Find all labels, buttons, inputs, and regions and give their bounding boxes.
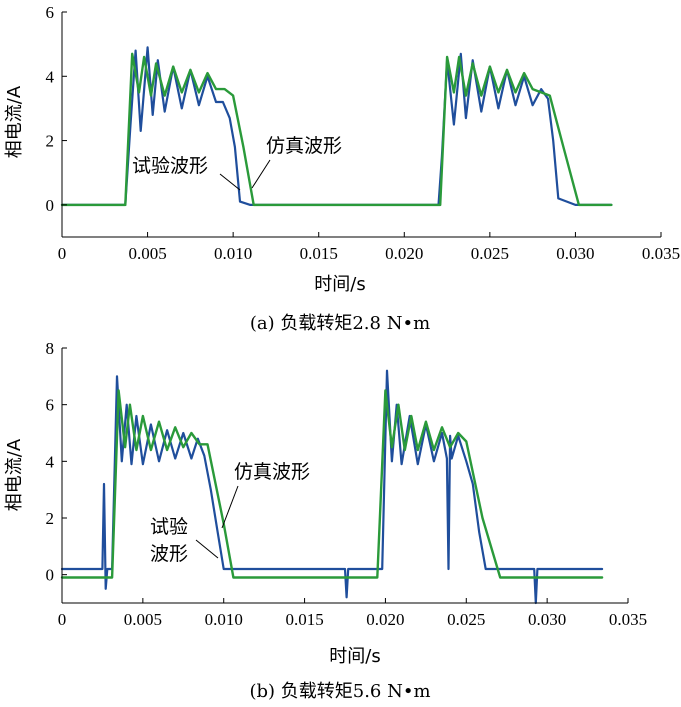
panel-a-x-tick-label: 0 xyxy=(58,244,67,263)
panel-b-axes xyxy=(61,348,628,604)
panel-a-axes xyxy=(61,12,661,238)
panel-b-caption: (b) 负载转矩5.6 N•m xyxy=(249,681,430,702)
panel-b-x-tick-label: 0.010 xyxy=(205,610,243,629)
panel-b-y-tick-label: 2 xyxy=(46,509,55,528)
panel-a-x-axis-label: 时间/s xyxy=(314,274,365,295)
panel-b-x-tick-label: 0.035 xyxy=(609,610,647,629)
panel-a: 0 0.005 0.010 0.015 0.020 0.025 0.030 0.035 0 2 4… xyxy=(4,3,680,334)
panel-a-y-tick-label: 0 xyxy=(46,196,55,215)
panel-b-annotation-test-line1: 试验 xyxy=(150,516,188,538)
panel-b-plot-background xyxy=(62,348,628,603)
panel-a-annotation-simulation: 仿真波形 xyxy=(266,135,342,157)
panel-a-y-axis-label: 相电流/A xyxy=(4,85,25,158)
panel-b-y-tick-label: 0 xyxy=(46,566,55,585)
panel-b-y-axis-label: 相电流/A xyxy=(4,438,25,511)
panel-a-x-tick-label: 0.020 xyxy=(385,244,423,263)
panel-a-caption: (a) 负载转矩2.8 N•m xyxy=(250,313,430,334)
panel-b-y-tick-label: 4 xyxy=(46,452,55,471)
panel-b-plot-area xyxy=(62,348,628,603)
panel-b-x-tick-label: 0.025 xyxy=(447,610,485,629)
panel-b-x-tick-label: 0.030 xyxy=(528,610,566,629)
panel-a-y-tick-label: 2 xyxy=(46,132,55,151)
panel-b-x-tick-label: 0.015 xyxy=(285,610,323,629)
panel-a-annotation-simulation-leader xyxy=(251,159,271,189)
panel-a-y-ticks: 0 2 4 6 xyxy=(46,3,67,215)
panel-b-annotation-test-leader xyxy=(195,539,219,559)
panel-a-x-tick-label: 0.030 xyxy=(556,244,594,263)
panel-a-annotation-test: 试验波形 xyxy=(132,155,208,177)
panel-a-y-tick-label: 4 xyxy=(46,67,55,86)
panel-b-x-tick-label: 0 xyxy=(58,610,67,629)
panel-a-y-tick-label: 6 xyxy=(46,3,55,22)
panel-b-series-simulation-line xyxy=(60,389,604,579)
panel-a-x-tick-label: 0.035 xyxy=(642,244,680,263)
panel-b-series-group xyxy=(60,369,604,605)
panel-b-x-tick-label: 0.005 xyxy=(124,610,162,629)
panel-b: 0 0.005 0.010 0.015 0.020 0.025 0.030 0.035 0 2 4… xyxy=(4,339,647,702)
panel-a-x-tick-label: 0.010 xyxy=(214,244,252,263)
panel-b-annotation-simulation-leader xyxy=(221,485,239,529)
panel-b-y-ticks: 0 2 4 6 8 xyxy=(46,339,67,585)
panel-b-x-axis-label: 时间/s xyxy=(329,646,380,667)
panel-b-annotations: 仿真波形 试验 波形 xyxy=(150,461,310,565)
panel-b-y-tick-label: 6 xyxy=(46,396,55,415)
panel-a-x-ticks: 0 0.005 0.010 0.015 0.020 0.025 0.030 0.035 xyxy=(58,232,680,263)
panel-a-series-group xyxy=(60,46,613,207)
panel-a-series-simulation-line xyxy=(60,52,613,207)
panel-b-y-tick-label: 8 xyxy=(46,339,55,358)
panel-b-annotation-simulation: 仿真波形 xyxy=(234,461,310,483)
panel-b-x-tick-label: 0.020 xyxy=(366,610,404,629)
panel-b-annotation-test-line2: 波形 xyxy=(150,543,188,565)
panel-a-x-tick-label: 0.005 xyxy=(128,244,166,263)
panel-a-annotations: 仿真波形 试验波形 xyxy=(132,135,342,191)
panel-a-x-tick-label: 0.025 xyxy=(471,244,509,263)
panel-a-annotation-test-leader xyxy=(219,173,241,191)
panel-a-x-tick-label: 0.015 xyxy=(300,244,338,263)
panel-b-x-ticks: 0 0.005 0.010 0.015 0.020 0.025 0.030 0.035 xyxy=(58,598,647,629)
panel-b-series-test-line xyxy=(60,369,604,605)
